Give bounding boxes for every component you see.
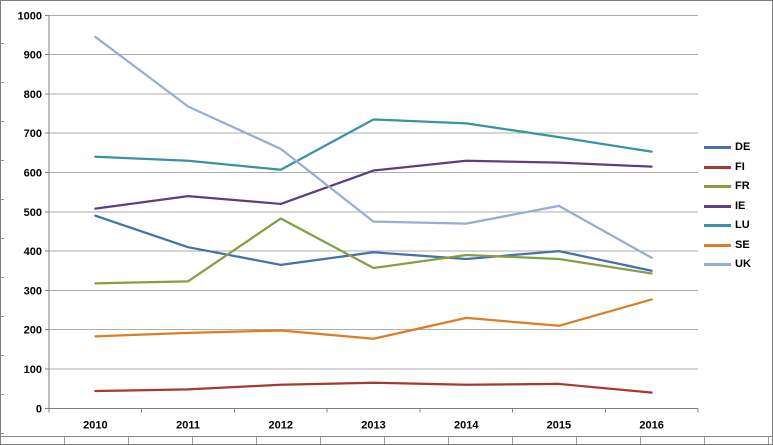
legend-item-IE: IE <box>704 197 770 217</box>
y-tick-label: 900 <box>24 50 42 62</box>
legend-item-FI: FI <box>704 158 770 178</box>
legend-line-swatch <box>704 224 731 228</box>
x-tick-label: 2014 <box>454 419 479 431</box>
x-tick-label: 2013 <box>361 419 385 431</box>
legend-label: FI <box>735 160 745 173</box>
y-tick-label: 400 <box>24 246 42 258</box>
legend-label: DE <box>735 141 751 154</box>
series-line-FR <box>94 217 653 285</box>
legend-line-swatch <box>704 146 731 150</box>
legend-label: LU <box>735 219 750 232</box>
series-line-LU <box>94 118 653 171</box>
legend-item-FR: FR <box>704 177 770 197</box>
legend-label: FR <box>735 180 750 193</box>
spreadsheet-row-gridlines <box>1 1 5 438</box>
y-tick-label: 100 <box>24 364 42 376</box>
legend-item-UK: UK <box>704 255 770 275</box>
legend-item-SE: SE <box>704 236 770 256</box>
y-tick-label: 300 <box>24 285 42 297</box>
legend-line-swatch <box>704 263 731 267</box>
series-line-DE <box>94 214 653 272</box>
y-tick-label: 1000 <box>18 10 42 22</box>
chart-object[interactable]: 0 100 200 300 400 500 600 700 800 900 1000 2010 2011… <box>4 1 771 438</box>
x-tick-label: 2015 <box>547 419 571 431</box>
spreadsheet-column-gridlines <box>1 436 772 444</box>
series-line-IE <box>94 159 653 210</box>
series-line-SE <box>94 298 653 340</box>
legend-label: UK <box>735 258 751 271</box>
legend-line-swatch <box>704 204 731 208</box>
x-tick-label: 2011 <box>176 419 200 431</box>
x-tick-label: 2010 <box>83 419 107 431</box>
legend-label: IE <box>735 199 746 212</box>
y-tick-label: 700 <box>24 128 42 140</box>
legend-line-swatch <box>704 165 731 169</box>
y-tick-label: 600 <box>24 168 42 180</box>
legend-line-swatch <box>704 243 731 247</box>
series-line-UK <box>94 35 653 259</box>
y-tick-label: 0 <box>36 403 42 415</box>
x-tick-label: 2016 <box>639 419 663 431</box>
x-tick-label: 2012 <box>269 419 293 431</box>
legend-item-LU: LU <box>704 216 770 236</box>
y-tick-label: 200 <box>24 325 42 337</box>
legend-line-swatch <box>704 185 731 189</box>
y-tick-label: 500 <box>24 207 42 219</box>
legend-item-DE: DE <box>704 138 770 158</box>
series-line-FI <box>94 381 653 394</box>
y-tick-label: 800 <box>24 89 42 101</box>
legend-label: SE <box>735 238 750 251</box>
line-chart-plot: 0 100 200 300 400 500 600 700 800 900 1000 2010 2011… <box>18 10 699 431</box>
chart-legend: DE FI FR IE LU SE UK <box>704 138 770 275</box>
